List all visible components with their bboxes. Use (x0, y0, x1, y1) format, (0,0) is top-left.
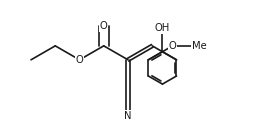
Text: O: O (169, 41, 176, 51)
Text: O: O (100, 21, 108, 31)
Text: O: O (76, 55, 83, 65)
Text: Me: Me (192, 41, 207, 51)
Text: N: N (124, 111, 132, 121)
Text: OH: OH (155, 23, 170, 33)
